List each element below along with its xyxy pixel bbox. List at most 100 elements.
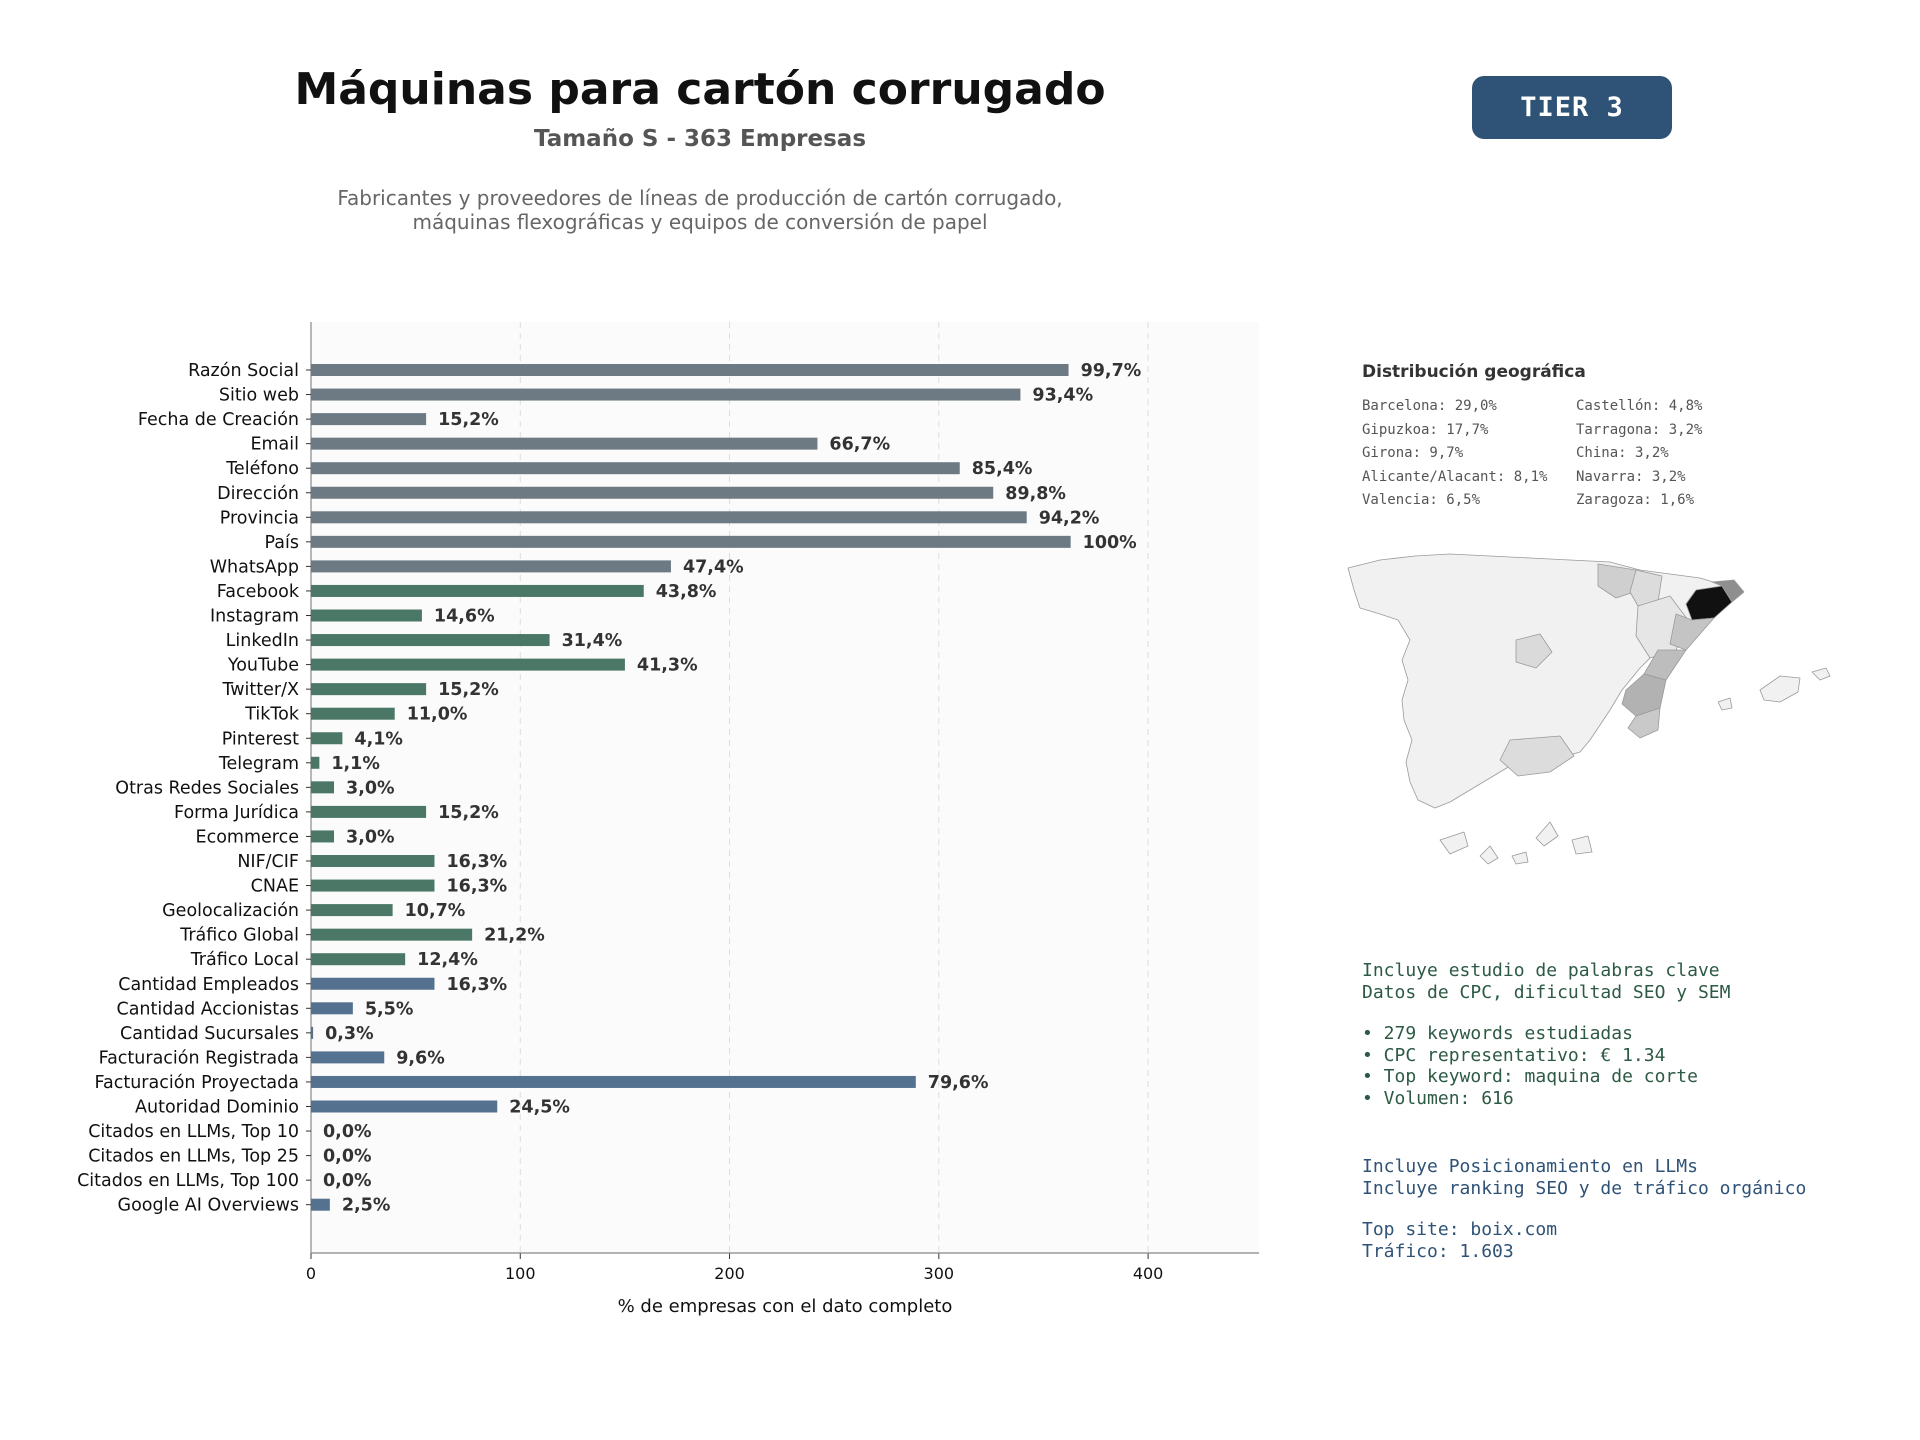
category-label: Cantidad Accionistas (116, 999, 299, 1019)
category-label: Facebook (217, 582, 300, 602)
keywords-line-2: Datos de CPC, dificultad SEO y SEM (1362, 981, 1731, 1003)
value-label: 0,3% (325, 1024, 374, 1044)
keywords-line-1: Incluye estudio de palabras clave (1362, 960, 1720, 981)
value-label: 43,8% (656, 582, 717, 602)
keywords-bullet: • CPC representativo: € 1.34 (1362, 1044, 1666, 1066)
value-label: 16,3% (446, 852, 507, 872)
keywords-bullet: • Top keyword: maquina de corte (1362, 1066, 1698, 1087)
category-label: TikTok (244, 705, 300, 725)
category-label: Forma Jurídica (174, 803, 299, 823)
value-label: 14,6% (434, 607, 495, 627)
category-label: Pinterest (222, 729, 299, 749)
bar (311, 486, 994, 499)
geo-item: China: 3,2% (1576, 445, 1669, 462)
bar (311, 535, 1071, 548)
category-label: Razón Social (188, 361, 299, 381)
description: Fabricantes y proveedores de líneas de p… (200, 186, 1200, 234)
category-label: Provincia (220, 508, 299, 528)
geo-item: Gipuzkoa: 17,7% (1362, 421, 1489, 438)
llm-line-2: Incluye ranking SEO y de tráfico orgánic… (1362, 1177, 1807, 1199)
geo-item: Navarra: 3,2% (1576, 468, 1686, 485)
bar (311, 879, 435, 892)
geo-item: Alicante/Alacant: 8,1% (1362, 468, 1548, 485)
value-label: 3,0% (346, 778, 395, 798)
category-label: Tráfico Global (179, 926, 299, 946)
page-title: Máquinas para cartón corrugado (294, 64, 1106, 115)
value-label: 15,2% (438, 410, 499, 430)
value-label: 89,8% (1005, 484, 1066, 504)
bar (311, 732, 343, 745)
value-label: 24,5% (509, 1098, 570, 1118)
bar (311, 781, 335, 794)
value-label: 41,3% (637, 656, 698, 676)
bar (311, 634, 550, 647)
value-label: 66,7% (829, 435, 890, 455)
category-label: NIF/CIF (237, 852, 299, 872)
category-label: Citados en LLMs, Top 25 (88, 1147, 299, 1167)
geo-list: Barcelona: 29,0% Castellón: 4,8% Gipuzko… (1362, 398, 1802, 508)
value-label: 3,0% (346, 827, 395, 847)
value-label: 100% (1083, 533, 1137, 553)
value-label: 4,1% (354, 729, 403, 749)
bar (311, 388, 1021, 401)
category-label: CNAE (251, 877, 299, 897)
geo-item: Tarragona: 3,2% (1576, 421, 1703, 438)
category-label: Email (250, 435, 299, 455)
category-label: Instagram (210, 607, 299, 627)
category-label: Dirección (217, 484, 299, 504)
category-label: LinkedIn (226, 631, 299, 651)
plot-area (311, 322, 1259, 1253)
geo-title: Distribución geográfica (1362, 362, 1586, 382)
category-label: Otras Redes Sociales (115, 778, 299, 798)
bar (311, 609, 422, 622)
keywords-panel: Incluye estudio de palabras clave Datos d… (1362, 960, 1730, 1109)
x-tick-label: 100 (505, 1264, 536, 1283)
description-line-2: máquinas flexográficas y equipos de conv… (412, 210, 988, 234)
tier-badge: TIER 3 (1472, 76, 1672, 139)
value-label: 15,2% (438, 803, 499, 823)
value-label: 1,1% (331, 754, 380, 774)
map-region-basque (1597, 563, 1641, 599)
value-label: 94,2% (1039, 508, 1100, 528)
map-region-alicante (1627, 707, 1661, 739)
bar (311, 805, 427, 818)
geo-item: Girona: 9,7% (1362, 445, 1464, 462)
traffic: Tráfico: 1.603 (1362, 1240, 1514, 1262)
bar (311, 560, 671, 573)
bar (311, 658, 625, 671)
category-label: WhatsApp (210, 557, 299, 577)
category-label: Autoridad Dominio (135, 1098, 299, 1118)
value-label: 9,6% (396, 1048, 445, 1068)
bar (311, 511, 1027, 524)
bar (311, 413, 427, 426)
category-label: Fecha de Creación (138, 410, 299, 430)
value-label: 79,6% (928, 1073, 989, 1093)
category-label: Teléfono (225, 459, 299, 479)
bar (311, 977, 435, 990)
bar (311, 830, 335, 843)
x-tick-label: 300 (924, 1264, 955, 1283)
value-label: 0,0% (323, 1147, 372, 1167)
category-label: Citados en LLMs, Top 100 (77, 1171, 299, 1191)
bar (311, 683, 427, 696)
bar (311, 462, 960, 475)
map-region-tarragona (1669, 613, 1715, 651)
description-line-1: Fabricantes y proveedores de líneas de p… (337, 186, 1063, 210)
map-region-girona (1711, 579, 1745, 603)
top-site: Top site: boix.com (1362, 1219, 1558, 1240)
bar-chart: 0 100 200 300 400 Razón Social 99,7% Sitio web 9… (77, 322, 1259, 1317)
bar (311, 437, 818, 450)
category-label: País (265, 533, 299, 553)
map-region-canary (1439, 821, 1593, 865)
value-label: 16,3% (446, 975, 507, 995)
category-label: YouTube (227, 656, 299, 676)
page-subtitle: Tamaño S - 363 Empresas (533, 126, 867, 152)
bar (311, 953, 406, 966)
category-label: Citados en LLMs, Top 10 (88, 1122, 299, 1142)
geo-item: Zaragoza: 1,6% (1576, 492, 1695, 509)
category-label: Facturación Proyectada (95, 1073, 299, 1093)
category-label: Ecommerce (196, 827, 299, 847)
bar (311, 1051, 385, 1064)
value-label: 0,0% (323, 1171, 372, 1191)
value-label: 15,2% (438, 680, 499, 700)
